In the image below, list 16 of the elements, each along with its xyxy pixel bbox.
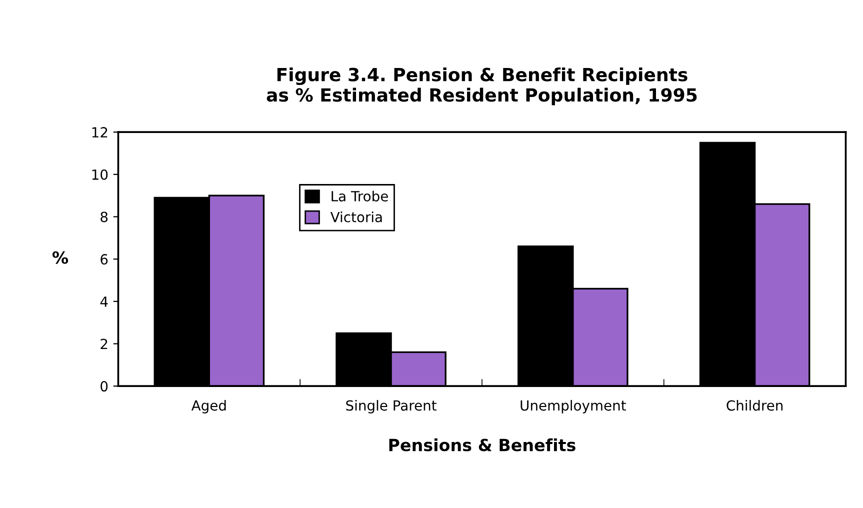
- y-axis-title: %: [52, 251, 68, 264]
- x-tick-label: Single Parent: [346, 400, 436, 414]
- x-axis-title: Pensions & Benefits: [389, 438, 576, 452]
- y-tick-label: 12: [92, 127, 108, 138]
- x-tick-label: Unemployment: [520, 400, 626, 414]
- y-tick-label: 8: [100, 212, 108, 222]
- y-tick-label: 4: [100, 296, 108, 307]
- y-tick-label: 6: [100, 254, 108, 265]
- legend-label: La Trobe: [332, 190, 388, 202]
- y-tick-label: 2: [100, 338, 108, 350]
- legend-label: Victoria: [330, 212, 382, 222]
- y-tick-label: 0: [100, 381, 108, 392]
- x-tick-label: Aged: [191, 400, 226, 414]
- y-tick-label: 10: [92, 169, 108, 180]
- chart-title: Figure 3.4. Pension & Benefit Recipients as % Estimated Resident Population, 1995: [266, 67, 697, 106]
- x-tick-label: Children: [726, 400, 783, 411]
